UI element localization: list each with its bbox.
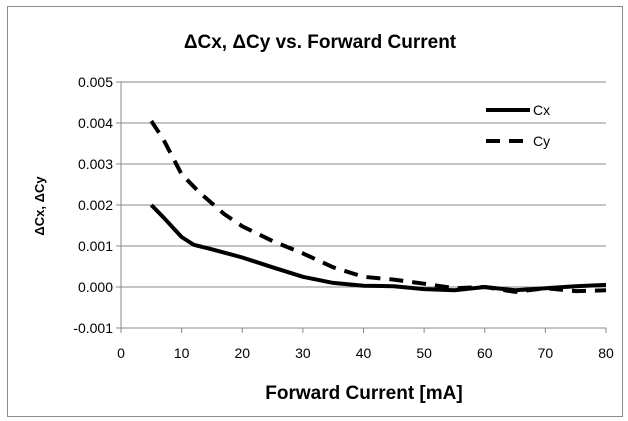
x-tick-label: 60 [477, 345, 493, 361]
legend: Cx Cy [486, 102, 550, 149]
y-tick-label: 0.003 [78, 156, 113, 172]
axes [116, 81, 607, 333]
legend-label-cy: Cy [533, 133, 550, 149]
chart-frame [7, 6, 623, 417]
x-tick-label: 80 [598, 345, 614, 361]
x-tick-label: 20 [234, 345, 250, 361]
y-tick-label: 0.005 [78, 74, 113, 90]
x-tick-label: 40 [356, 345, 372, 361]
y-tick-label: 0.001 [78, 238, 113, 254]
chart-title: ΔCx, ΔCy vs. Forward Current [184, 32, 457, 53]
series-lines [149, 119, 607, 294]
x-tick-label: 50 [416, 345, 432, 361]
y-tick-label: -0.001 [73, 320, 113, 336]
y-tick-label: 0.002 [78, 197, 113, 213]
y-tick-label: 0.004 [78, 115, 113, 131]
x-tick-label: 30 [295, 345, 311, 361]
y-tick-label: 0.000 [78, 279, 113, 295]
x-axis-label: Forward Current [mA] [265, 383, 462, 404]
x-tick-label: 0 [117, 345, 125, 361]
x-tick-label: 70 [538, 345, 554, 361]
series-line-cx [149, 203, 607, 293]
series-line-cy [149, 119, 607, 294]
x-tick-label: 10 [174, 345, 190, 361]
y-axis-label: ΔCx, ΔCy [32, 176, 47, 236]
legend-label-cx: Cx [533, 102, 550, 118]
